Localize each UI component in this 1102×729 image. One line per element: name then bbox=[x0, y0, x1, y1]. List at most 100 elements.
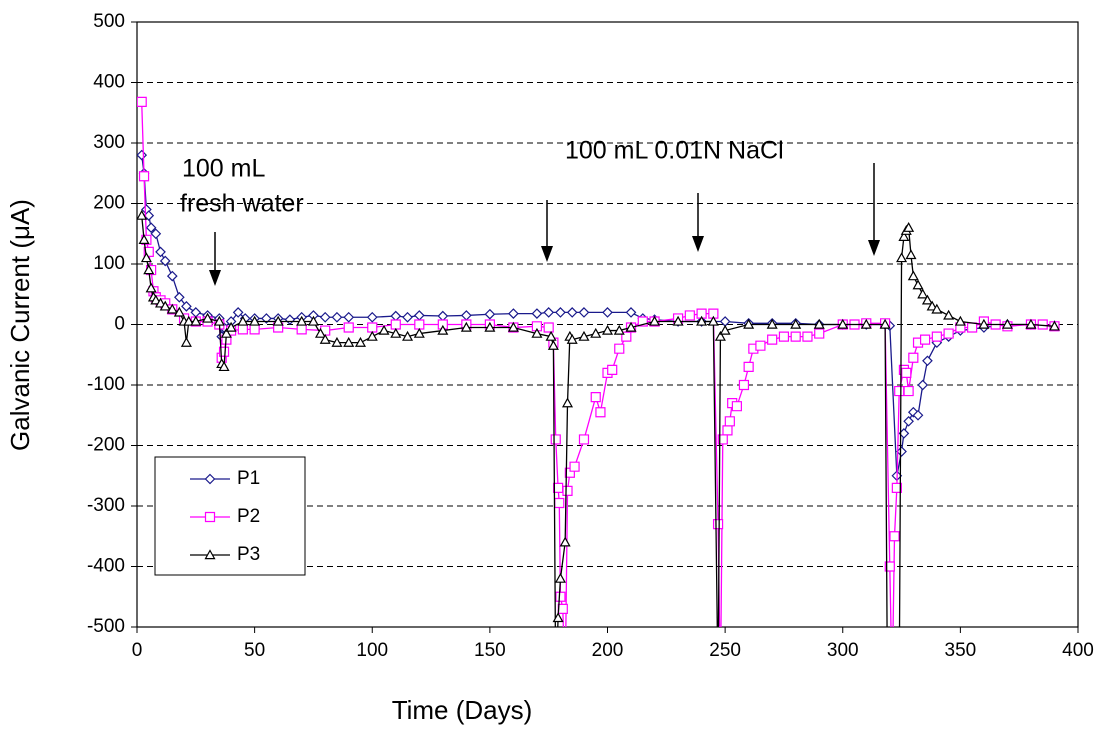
data-point bbox=[354, 336, 367, 347]
x-axis-title: Time (Days) bbox=[392, 695, 533, 725]
data-point bbox=[159, 255, 171, 267]
data-point bbox=[894, 385, 905, 397]
y-tick-label: 100 bbox=[93, 253, 125, 274]
data-point bbox=[921, 294, 933, 305]
data-point bbox=[555, 307, 566, 318]
data-point bbox=[602, 307, 613, 318]
data-point bbox=[607, 364, 618, 375]
data-point bbox=[814, 328, 825, 339]
data-point bbox=[566, 333, 578, 344]
data-point bbox=[159, 300, 171, 311]
data-point bbox=[766, 318, 778, 329]
y-tick-label: 400 bbox=[93, 72, 125, 93]
data-point bbox=[931, 331, 942, 342]
data-point bbox=[543, 322, 554, 333]
data-point bbox=[181, 301, 192, 312]
data-point bbox=[202, 312, 214, 323]
data-point bbox=[484, 308, 496, 320]
data-point bbox=[625, 307, 637, 318]
data-point bbox=[367, 322, 378, 333]
data-point bbox=[319, 311, 331, 323]
data-point bbox=[237, 324, 248, 335]
data-point bbox=[249, 315, 261, 326]
data-point bbox=[237, 315, 249, 326]
data-point bbox=[601, 324, 614, 335]
data-point bbox=[919, 334, 931, 345]
data-point bbox=[507, 321, 519, 332]
data-point bbox=[213, 315, 225, 326]
y-tick-label: -200 bbox=[87, 435, 125, 456]
data-point bbox=[837, 318, 849, 329]
data-point bbox=[143, 264, 155, 275]
data-point bbox=[613, 324, 625, 335]
data-point bbox=[545, 330, 557, 341]
data-point bbox=[722, 425, 733, 436]
data-point bbox=[731, 401, 742, 412]
legend-box bbox=[154, 456, 306, 576]
data-point bbox=[1001, 318, 1013, 329]
data-point bbox=[903, 415, 914, 427]
legend-marker bbox=[204, 511, 216, 523]
data-point bbox=[284, 314, 296, 326]
data-point bbox=[743, 318, 755, 329]
data-point bbox=[790, 318, 802, 329]
data-point bbox=[437, 324, 449, 335]
data-point bbox=[531, 308, 543, 319]
data-point bbox=[137, 96, 147, 107]
data-point bbox=[684, 310, 695, 321]
annotation: 100 mL bbox=[182, 155, 265, 183]
data-point bbox=[967, 322, 978, 333]
y-axis-title: Galvanic Current (μA) bbox=[5, 199, 35, 451]
data-point bbox=[590, 392, 601, 403]
data-point bbox=[926, 300, 938, 311]
x-tick-label: 400 bbox=[1062, 640, 1094, 661]
data-point bbox=[716, 683, 725, 692]
data-point bbox=[155, 246, 166, 258]
data-point bbox=[889, 531, 900, 542]
data-point bbox=[461, 310, 472, 321]
data-point bbox=[561, 683, 570, 692]
data-point bbox=[145, 222, 157, 234]
data-point bbox=[180, 336, 192, 347]
data-point bbox=[724, 416, 735, 427]
data-point bbox=[578, 434, 590, 445]
legend-marker bbox=[204, 473, 216, 485]
data-point bbox=[314, 327, 327, 338]
data-point bbox=[150, 228, 162, 240]
y-tick-label: 300 bbox=[93, 132, 125, 153]
data-point bbox=[378, 324, 390, 335]
data-point bbox=[672, 315, 684, 326]
data-point bbox=[908, 352, 919, 363]
data-point bbox=[614, 343, 625, 354]
data-point bbox=[755, 340, 766, 351]
data-point bbox=[1025, 318, 1037, 329]
data-point bbox=[484, 321, 496, 332]
data-point bbox=[790, 331, 801, 342]
data-point bbox=[319, 333, 331, 344]
data-point bbox=[547, 339, 559, 350]
data-point bbox=[898, 231, 910, 241]
data-point bbox=[903, 221, 915, 232]
data-point bbox=[550, 434, 561, 445]
data-point bbox=[261, 313, 272, 324]
data-point bbox=[917, 379, 929, 391]
y-tick-label: 0 bbox=[114, 314, 125, 335]
data-point bbox=[1048, 320, 1060, 331]
data-point bbox=[272, 315, 284, 326]
data-point bbox=[1037, 319, 1048, 330]
data-point bbox=[696, 315, 708, 326]
data-point bbox=[649, 315, 661, 326]
data-point bbox=[218, 361, 230, 372]
data-point bbox=[331, 336, 343, 347]
data-point bbox=[343, 336, 355, 347]
data-point bbox=[331, 311, 343, 323]
data-point bbox=[166, 303, 178, 314]
data-point bbox=[562, 485, 573, 496]
arrow-head bbox=[541, 246, 553, 262]
plot-area bbox=[137, 96, 1060, 692]
data-point bbox=[402, 311, 413, 323]
data-point bbox=[896, 252, 908, 263]
data-point bbox=[552, 612, 564, 623]
data-point bbox=[578, 330, 590, 341]
data-point bbox=[707, 315, 719, 326]
